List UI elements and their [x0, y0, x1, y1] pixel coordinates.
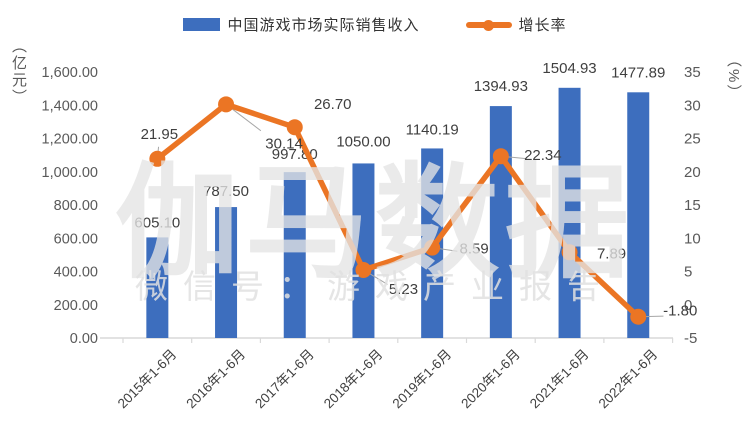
- x-axis-category-label: 2020年1-6月: [458, 347, 523, 412]
- left-axis-tick-label: 400.00: [54, 265, 98, 281]
- growth-line: [154, 101, 641, 320]
- x-axis-category-label: 2022年1-6月: [596, 347, 661, 412]
- x-axis-category-label: 2017年1-6月: [252, 347, 317, 412]
- bar: [352, 163, 375, 338]
- bar: [627, 92, 650, 339]
- bar-value-label: 787.50: [203, 183, 249, 200]
- line-value-label: -1.80: [663, 303, 697, 320]
- legend-bar-swatch-icon: [183, 18, 221, 31]
- bar-value-label: 1050.00: [336, 133, 390, 150]
- bar-value-label: 1477.89: [611, 64, 665, 81]
- left-axis-tick-label: 600.00: [54, 231, 98, 247]
- bar: [215, 207, 238, 338]
- line-value-label: 22.34: [524, 147, 562, 164]
- line-value-label: 30.14: [265, 135, 303, 152]
- x-axis-category-label: 2016年1-6月: [183, 347, 248, 412]
- bar-value-label: 1140.19: [406, 121, 459, 138]
- right-axis-tick-label: 30: [684, 97, 701, 114]
- legend-line-swatch-icon: [465, 18, 512, 32]
- line-value-label: 26.70: [314, 96, 352, 113]
- bar: [558, 87, 581, 338]
- bar-value-label: 1504.93: [542, 60, 596, 77]
- right-axis-tick-label: 10: [684, 230, 701, 247]
- right-axis-tick-label: 15: [684, 197, 701, 214]
- left-axis-tick-label: 1,000.00: [42, 165, 98, 181]
- line-value-label: 7.89: [597, 245, 626, 262]
- right-axis-tick-label: 35: [684, 64, 701, 81]
- line-marker: [424, 239, 441, 256]
- left-axis-tick-label: 200.00: [54, 298, 98, 314]
- legend: 中国游戏市场实际销售收入 增长率: [0, 14, 750, 35]
- right-axis-tick-label: 25: [684, 131, 701, 148]
- right-axis-tick-label: 0: [684, 297, 692, 314]
- x-axis-category-label: 2018年1-6月: [321, 347, 386, 412]
- line-marker: [149, 150, 166, 167]
- right-axis-unit-label: （%）: [725, 52, 742, 102]
- left-axis-unit-label: （亿元）: [10, 38, 27, 106]
- legend-label-revenue: 中国游戏市场实际销售收入: [227, 17, 420, 34]
- line-marker: [286, 119, 303, 136]
- right-axis-tick-label: 5: [684, 264, 692, 281]
- bar: [489, 106, 512, 338]
- line-marker: [355, 261, 372, 278]
- x-axis-category-label: 2021年1-6月: [527, 347, 592, 412]
- line-value-label: 21.95: [141, 126, 179, 143]
- legend-item-revenue: 中国游戏市场实际销售收入: [183, 14, 419, 35]
- line-value-label: 8.59: [460, 241, 489, 258]
- line-value-label: 5.23: [389, 281, 418, 298]
- left-axis-tick-label: 800.00: [54, 198, 98, 214]
- bar-value-label: 605.10: [134, 214, 180, 231]
- left-axis-tick-label: 0.00: [70, 331, 98, 347]
- left-axis-tick-label: 1,600.00: [42, 65, 98, 81]
- x-axis-category-label: 2015年1-6月: [115, 347, 180, 412]
- legend-label-growth: 增长率: [518, 17, 567, 34]
- right-axis-tick-label: 20: [684, 164, 701, 181]
- line-marker: [218, 96, 235, 113]
- bar: [283, 172, 306, 338]
- legend-item-growth: 增长率: [465, 14, 567, 35]
- x-axis-category-label: 2019年1-6月: [390, 347, 455, 412]
- bar: [146, 237, 169, 338]
- line-marker: [492, 148, 509, 165]
- left-axis-tick-label: 1,200.00: [42, 132, 98, 148]
- bar-value-label: 1394.93: [474, 78, 528, 95]
- left-axis-tick-label: 1,400.00: [42, 98, 98, 114]
- right-axis-tick-label: -5: [684, 330, 697, 347]
- line-marker: [630, 308, 647, 325]
- line-marker: [561, 244, 578, 261]
